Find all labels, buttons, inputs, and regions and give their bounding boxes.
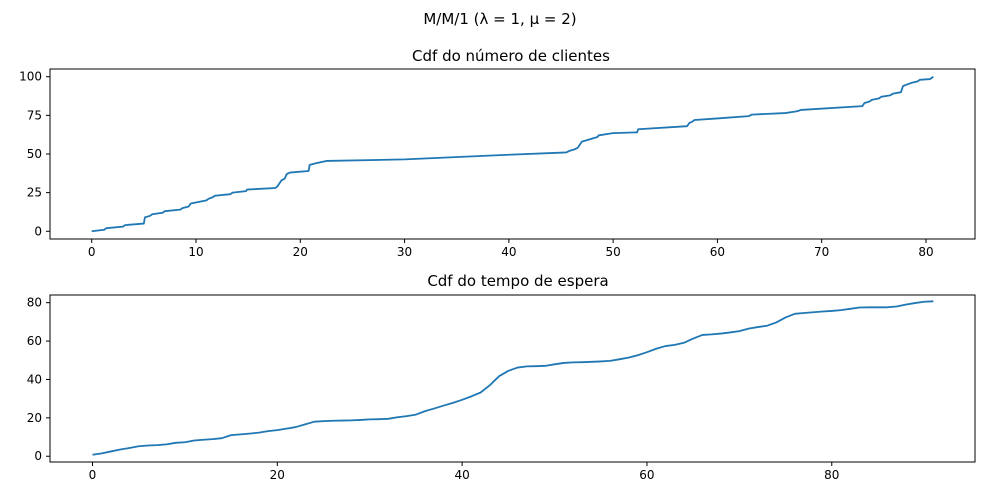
y-tick-label-waiting-time-0: 0 [34, 449, 42, 463]
y-tick-label-number-of-clients-0: 0 [34, 224, 42, 238]
x-tick-label-number-of-clients-40: 40 [501, 245, 516, 259]
subplot-waiting-time: Cdf do tempo de espera 0 20 40 60 80 0 20 40 60 8… [27, 272, 976, 482]
x-tick-label-number-of-clients-0: 0 [88, 245, 96, 259]
x-tick-label-waiting-time-60: 60 [639, 468, 654, 482]
series-line-number-of-clients [91, 76, 934, 233]
x-tick-label-number-of-clients-10: 10 [188, 245, 203, 259]
y-tick-label-number-of-clients-100: 100 [19, 70, 42, 84]
axes-frame-number-of-clients [49, 68, 976, 240]
y-tick-label-number-of-clients-50: 50 [27, 147, 42, 161]
x-tick-label-waiting-time-20: 20 [270, 468, 285, 482]
figure-suptitle: M/M/1 (λ = 1, μ = 2) [423, 10, 576, 28]
series-line-waiting-time [92, 300, 934, 456]
subplot-title-number-of-clients: Cdf do número de clientes [412, 47, 610, 65]
y-tick-label-waiting-time-80: 80 [27, 296, 42, 310]
x-tick-label-number-of-clients-60: 60 [710, 245, 725, 259]
x-tick-label-waiting-time-80: 80 [824, 468, 839, 482]
x-tick-label-number-of-clients-70: 70 [814, 245, 829, 259]
axes-frame-waiting-time [49, 294, 976, 463]
y-tick-label-waiting-time-60: 60 [27, 334, 42, 348]
y-tick-label-waiting-time-40: 40 [27, 372, 42, 386]
x-tick-label-number-of-clients-50: 50 [605, 245, 620, 259]
x-tick-label-number-of-clients-80: 80 [918, 245, 933, 259]
subplot-title-waiting-time: Cdf do tempo de espera [427, 272, 608, 290]
x-tick-label-number-of-clients-30: 30 [397, 245, 412, 259]
ticks-number-of-clients: 0 10 20 30 40 50 60 70 80 0 25 50 75 100 [19, 70, 934, 259]
x-tick-label-waiting-time-40: 40 [454, 468, 469, 482]
subplot-number-of-clients: Cdf do número de clientes 0 10 20 30 40 50 60 7… [19, 47, 976, 259]
x-tick-label-waiting-time-0: 0 [89, 468, 97, 482]
ticks-waiting-time: 0 20 40 60 80 0 20 40 60 80 [27, 296, 840, 482]
y-tick-label-number-of-clients-25: 25 [27, 186, 42, 200]
y-tick-label-number-of-clients-75: 75 [27, 108, 42, 122]
y-tick-label-waiting-time-20: 20 [27, 411, 42, 425]
x-tick-label-number-of-clients-20: 20 [293, 245, 308, 259]
